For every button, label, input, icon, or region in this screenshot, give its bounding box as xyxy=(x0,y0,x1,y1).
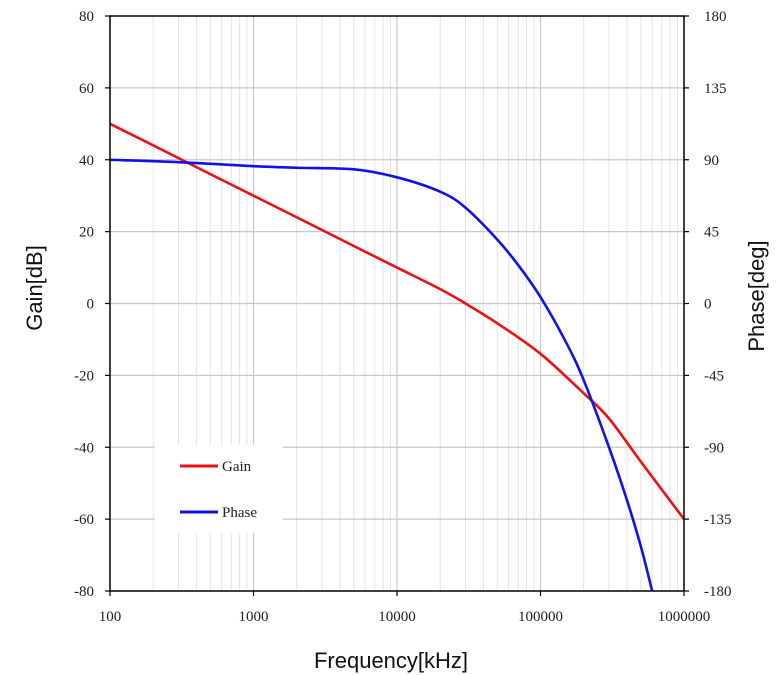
x-tick-label: 100000 xyxy=(518,609,563,625)
y-axis-title-left: Gain[dB] xyxy=(22,245,47,331)
series-layer xyxy=(109,122,686,592)
legend-box xyxy=(155,445,283,533)
y-tick-label-right: 180 xyxy=(704,9,727,25)
y-tick-label-right: 0 xyxy=(704,297,712,313)
y-axis-title-right: Phase[deg] xyxy=(744,240,769,351)
y-tick-label-left: 20 xyxy=(79,225,94,241)
y-tick-label-left: 40 xyxy=(79,153,94,169)
x-tick-label: 10000 xyxy=(378,609,416,625)
y-tick-label-left: -60 xyxy=(74,512,94,528)
legend-label-phase: Phase xyxy=(222,505,257,521)
y-tick-label-left: 0 xyxy=(87,297,95,313)
x-tick-label: 100 xyxy=(99,609,122,625)
y-tick-label-left: -20 xyxy=(74,368,94,384)
y-tick-label-left: -80 xyxy=(74,584,94,600)
y-tick-label-right: 135 xyxy=(704,81,727,97)
y-tick-label-right: -180 xyxy=(704,584,732,600)
x-axis-title: Frequency[kHz] xyxy=(314,648,468,673)
legend-label-gain: Gain xyxy=(222,459,252,475)
series-line-gain xyxy=(109,122,686,520)
x-tick-label: 1000 xyxy=(239,609,269,625)
series-line-phase xyxy=(109,158,654,592)
y-tick-label-right: -90 xyxy=(704,440,724,456)
y-tick-label-left: 60 xyxy=(79,81,94,97)
ticks-layer: 100 1000 10000 100000 1000000 80 60 40 20 0 -20 -40… xyxy=(74,9,732,625)
y-tick-label-right: -135 xyxy=(704,512,732,528)
y-tick-label-left: -40 xyxy=(74,440,94,456)
legend: Gain Phase xyxy=(155,445,283,533)
y-tick-label-right: 45 xyxy=(704,225,719,241)
y-tick-label-right: 90 xyxy=(704,153,719,169)
x-tick-label: 1000000 xyxy=(658,609,711,625)
y-tick-label-right: -45 xyxy=(704,368,724,384)
y-tick-label-left: 80 xyxy=(79,9,94,25)
